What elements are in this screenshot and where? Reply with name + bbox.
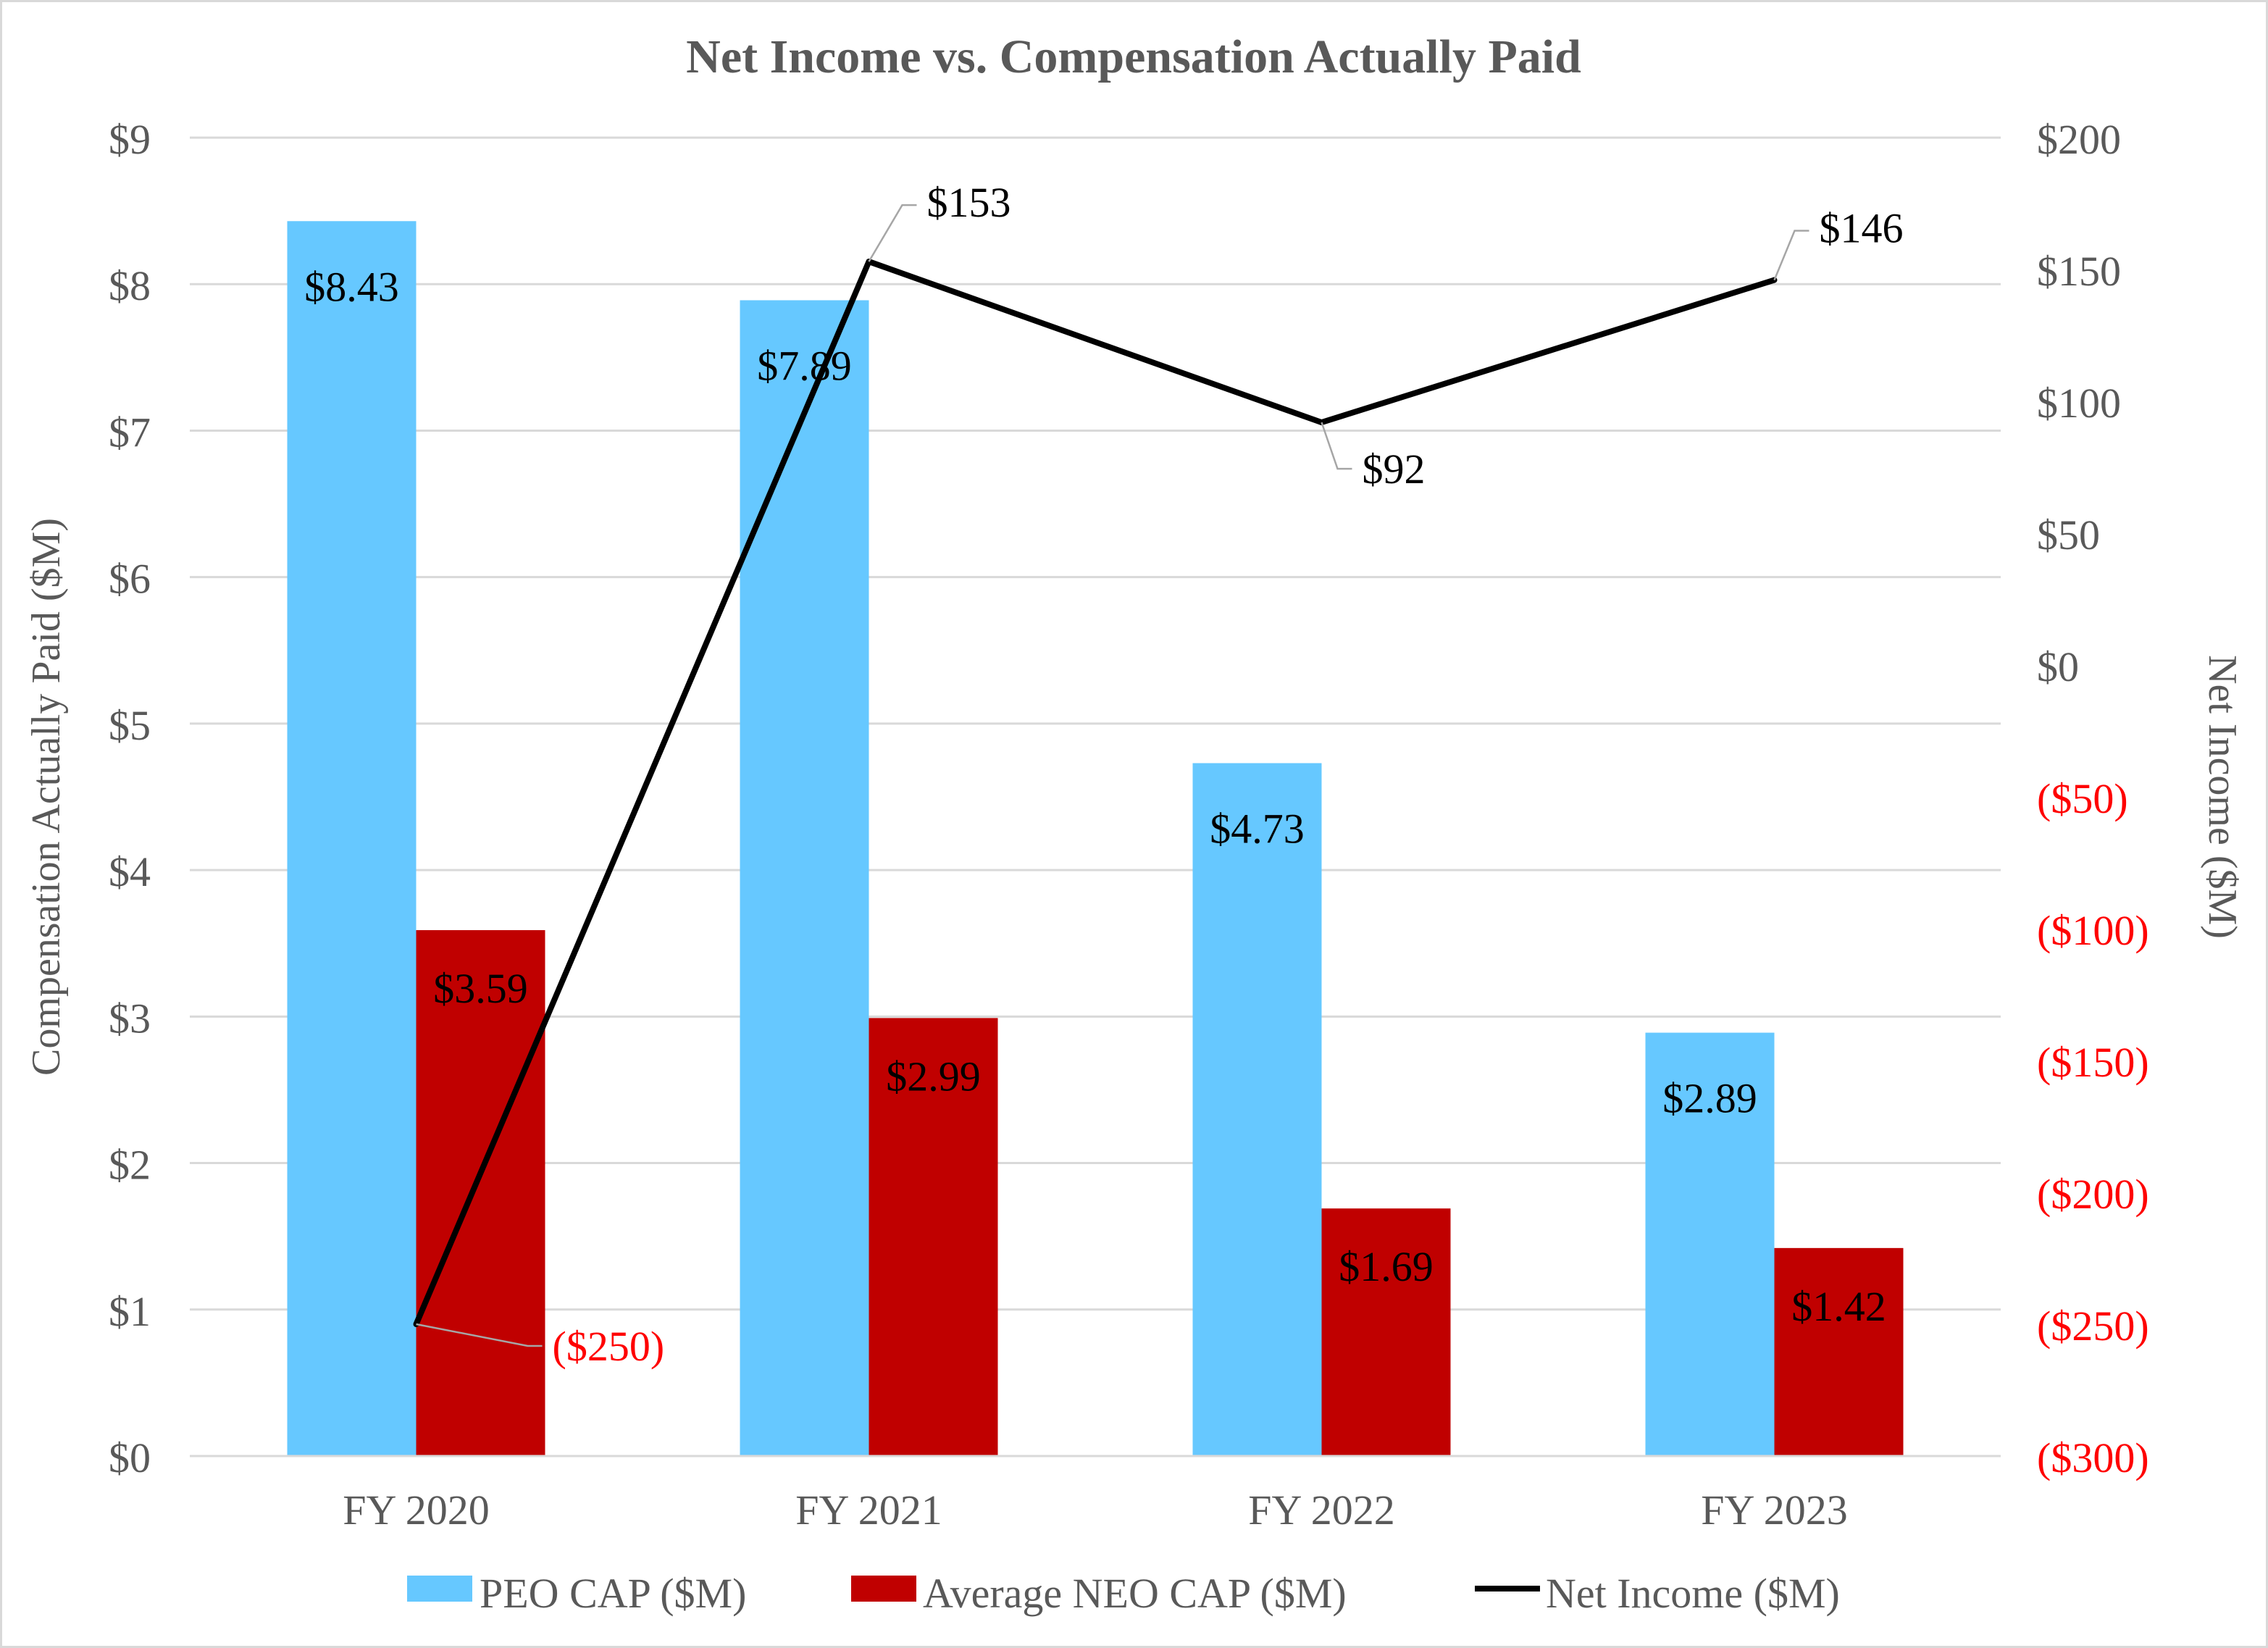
net-income-leader-3 [1773, 230, 1809, 281]
bar-neo-3 [1774, 1247, 1904, 1456]
y2-tick-label-1: $150 [2037, 248, 2121, 295]
y-tick-label-8: $8 [109, 262, 151, 309]
net-income-leader-1 [868, 204, 917, 262]
bar-neo-label-0: $3.59 [433, 965, 528, 1012]
x-tick-label-3: FY 2023 [1701, 1486, 1848, 1534]
bar-peo-1 [740, 300, 869, 1456]
y-tick-label-2: $2 [109, 1142, 151, 1189]
y-axis-title: Compensation Actually Paid ($M) [24, 518, 69, 1076]
y2-tick-label-8: ($200) [2037, 1171, 2149, 1218]
y2-tick-label-10: ($300) [2037, 1434, 2149, 1481]
x-tick-label-1: FY 2021 [795, 1486, 942, 1534]
y-tick-label-4: $4 [109, 848, 151, 895]
y2-tick-label-0: $200 [2037, 116, 2121, 163]
bar-neo-0 [416, 930, 545, 1456]
y2-tick-label-6: ($100) [2037, 907, 2149, 954]
y2-tick-label-2: $100 [2037, 380, 2121, 427]
legend-label-neo: Average NEO CAP ($M) [923, 1570, 1347, 1617]
net-income-label-2: $92 [1363, 446, 1426, 493]
legend-label-peo: PEO CAP ($M) [480, 1570, 746, 1617]
bar-neo-label-1: $2.99 [886, 1053, 981, 1100]
net-income-label-3: $146 [1820, 205, 1904, 252]
y-tick-label-3: $3 [109, 995, 151, 1042]
y2-tick-label-3: $50 [2037, 511, 2100, 559]
y2-tick-label-5: ($50) [2037, 775, 2128, 822]
y2-axis-title: Net Income ($M) [2200, 655, 2245, 939]
legend-swatch-peo [407, 1576, 472, 1602]
y-tick-label-1: $1 [109, 1288, 151, 1335]
legend-label-net-income: Net Income ($M) [1546, 1570, 1840, 1617]
net-income-leader-2 [1321, 422, 1352, 470]
y-tick-label-0: $0 [109, 1434, 151, 1481]
bar-peo-3 [1645, 1032, 1775, 1456]
bar-peo-label-0: $8.43 [304, 263, 399, 310]
legend-swatch-neo [851, 1576, 916, 1602]
net-income-label-1: $153 [927, 179, 1011, 226]
y-tick-label-9: $9 [109, 116, 151, 163]
bar-neo-label-2: $1.69 [1339, 1243, 1434, 1290]
bar-neo-1 [869, 1018, 998, 1456]
bar-neo-label-3: $1.42 [1791, 1283, 1886, 1330]
y-tick-label-7: $7 [109, 409, 151, 456]
bar-peo-label-3: $2.89 [1662, 1075, 1757, 1122]
net-income-leader-0 [416, 1323, 543, 1347]
net-income-label-0: ($250) [553, 1323, 665, 1370]
y-tick-label-6: $6 [109, 556, 151, 603]
y2-tick-label-7: ($150) [2037, 1039, 2149, 1086]
y2-tick-label-4: $0 [2037, 643, 2079, 690]
bar-peo-label-2: $4.73 [1210, 805, 1305, 852]
chart-title: Net Income vs. Compensation Actually Pai… [686, 30, 1581, 83]
y-tick-label-5: $5 [109, 702, 151, 749]
net-income-line [413, 259, 1775, 1326]
x-tick-label-2: FY 2022 [1248, 1486, 1395, 1534]
bar-peo-0 [287, 221, 417, 1457]
bar-peo-2 [1192, 763, 1322, 1456]
x-tick-label-0: FY 2020 [343, 1486, 490, 1534]
bar-peo-label-1: $7.89 [757, 342, 852, 389]
y2-tick-label-9: ($250) [2037, 1302, 2149, 1350]
bar-neo-2 [1321, 1208, 1451, 1456]
